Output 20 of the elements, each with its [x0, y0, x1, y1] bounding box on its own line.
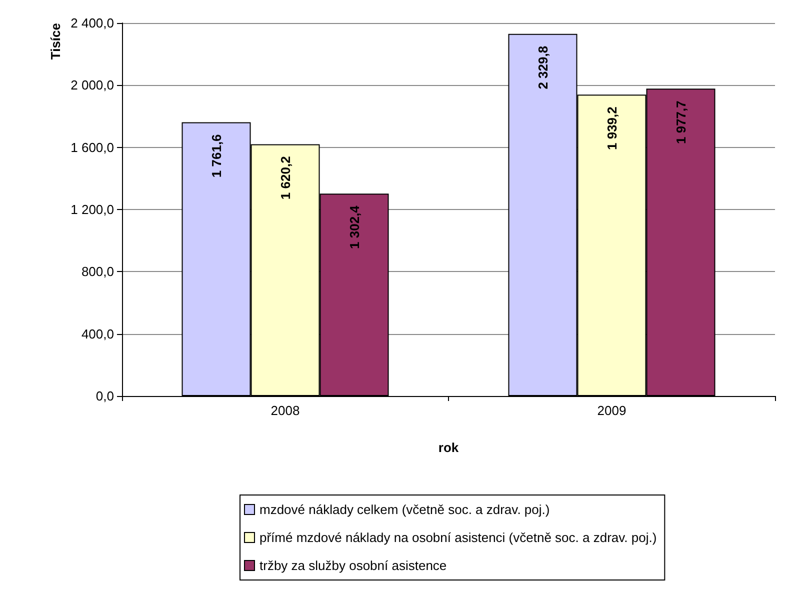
x-axis-title: rok: [438, 440, 460, 455]
legend-label: přímé mzdové náklady na osobní asistenci (včetně soc. a zdrav. poj.): [260, 530, 657, 545]
data-label: 2 329,8: [535, 46, 550, 90]
data-label: 1 761,6: [208, 134, 224, 178]
legend-label: mzdové náklady celkem (včetně soc. a zdrav. poj.): [260, 502, 550, 517]
y-tick-label: 0,0: [96, 388, 114, 404]
legend-label: tržby za služby osobní asistence: [260, 558, 447, 573]
y-tick-label: 2 400,0: [70, 16, 114, 30]
data-label: 1 302,4: [346, 204, 362, 249]
x-tick-label: 2008: [270, 403, 300, 418]
data-label: 1 939,2: [604, 106, 620, 150]
data-label: 1 977,7: [673, 100, 688, 144]
x-tick-label: 2009: [597, 403, 626, 418]
y-tick-label: 400,0: [81, 326, 114, 342]
y-tick-label: 1 600,0: [70, 140, 114, 155]
y-tick-label: 800,0: [81, 264, 114, 280]
data-label: 1 620,2: [278, 156, 293, 200]
y-axis-title: Tisíce: [48, 23, 63, 60]
y-tick-label: 1 200,0: [70, 202, 114, 217]
y-tick-label: 2 000,0: [70, 78, 114, 93]
